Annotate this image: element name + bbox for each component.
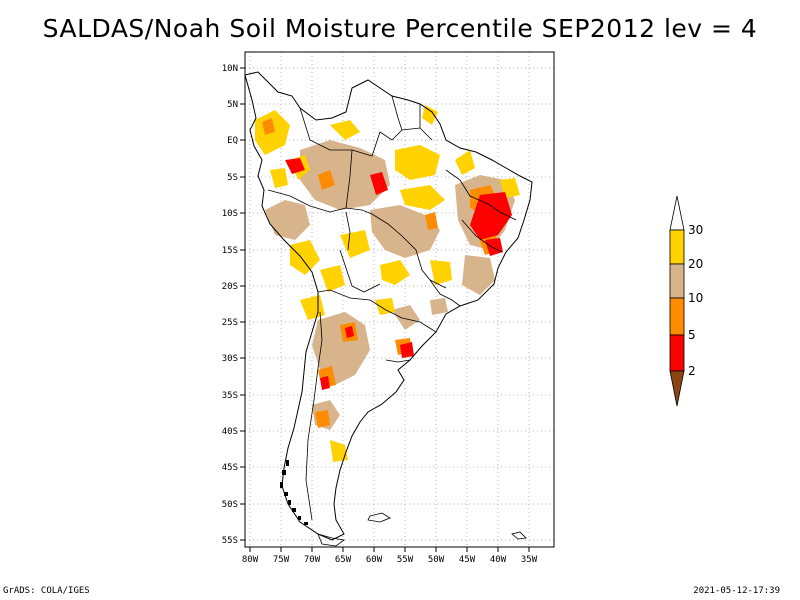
lon-tick-marks [249, 547, 530, 552]
colorbar-label: 2 [688, 364, 696, 378]
falkland-islands [367, 512, 391, 523]
colorbar [669, 195, 685, 407]
map-title: SALDAS/Noah Soil Moisture Percentile SEP… [42, 14, 758, 43]
lat-label: 10S [222, 209, 238, 219]
lat-label: 25S [222, 318, 238, 328]
lon-label: 60W [366, 555, 383, 565]
lon-label: 40W [490, 555, 507, 565]
lon-label: 55W [397, 555, 414, 565]
lon-label: 50W [428, 555, 445, 565]
percentile-2-5-areas [285, 158, 512, 390]
lat-label: 5N [227, 100, 238, 110]
lat-label: 15S [222, 246, 238, 256]
map-area [245, 52, 554, 547]
coastline [245, 71, 533, 541]
chile-fjord-islands [280, 460, 308, 525]
lon-label: 70W [304, 555, 321, 565]
colorbar-10-20 [669, 263, 685, 299]
lon-labels: 80W 75W 70W 65W 60W 55W 50W 45W 40W 35W [242, 555, 538, 565]
lon-label: 75W [273, 555, 290, 565]
lat-label: 50S [222, 500, 238, 510]
lat-label: 35S [222, 391, 238, 401]
colorbar-below-2 [669, 370, 685, 407]
colorbar-20-30 [669, 229, 685, 265]
lat-label: 20S [222, 282, 238, 292]
colorbar-label: 20 [688, 257, 703, 271]
footer-timestamp: 2021-05-12-17:39 [693, 586, 780, 596]
colorbar-label: 10 [688, 291, 703, 305]
colorbar-5-10 [669, 297, 685, 336]
map-background [245, 52, 554, 547]
colorbar-labels: 30 20 10 5 2 [688, 223, 703, 378]
colorbar-label: 5 [688, 328, 696, 342]
lon-label: 80W [242, 555, 259, 565]
tierra-del-fuego [317, 533, 345, 547]
lat-label: 30S [222, 354, 238, 364]
lon-label: 65W [335, 555, 352, 565]
lon-label: 45W [459, 555, 476, 565]
south-georgia [511, 531, 527, 540]
lat-label: 40S [222, 427, 238, 437]
colorbar-label: 30 [688, 223, 703, 237]
lon-label: 35W [521, 555, 538, 565]
colorbar-2-5 [669, 334, 685, 372]
lat-tick-marks [240, 67, 245, 541]
map-frame [244, 51, 555, 548]
colorbar-above-30 [669, 195, 685, 231]
lat-label: 5S [227, 173, 238, 183]
graticule [245, 52, 554, 547]
lat-label: 10N [222, 64, 238, 74]
lat-label: 55S [222, 536, 238, 546]
country-borders [267, 95, 517, 521]
lat-label: EQ [227, 136, 238, 146]
lat-labels: 10N 5N EQ 5S 10S 15S 20S 25S 30S 35S 40S… [222, 64, 238, 546]
lat-label: 45S [222, 463, 238, 473]
footer-credit: GrADS: COLA/IGES [3, 586, 90, 596]
